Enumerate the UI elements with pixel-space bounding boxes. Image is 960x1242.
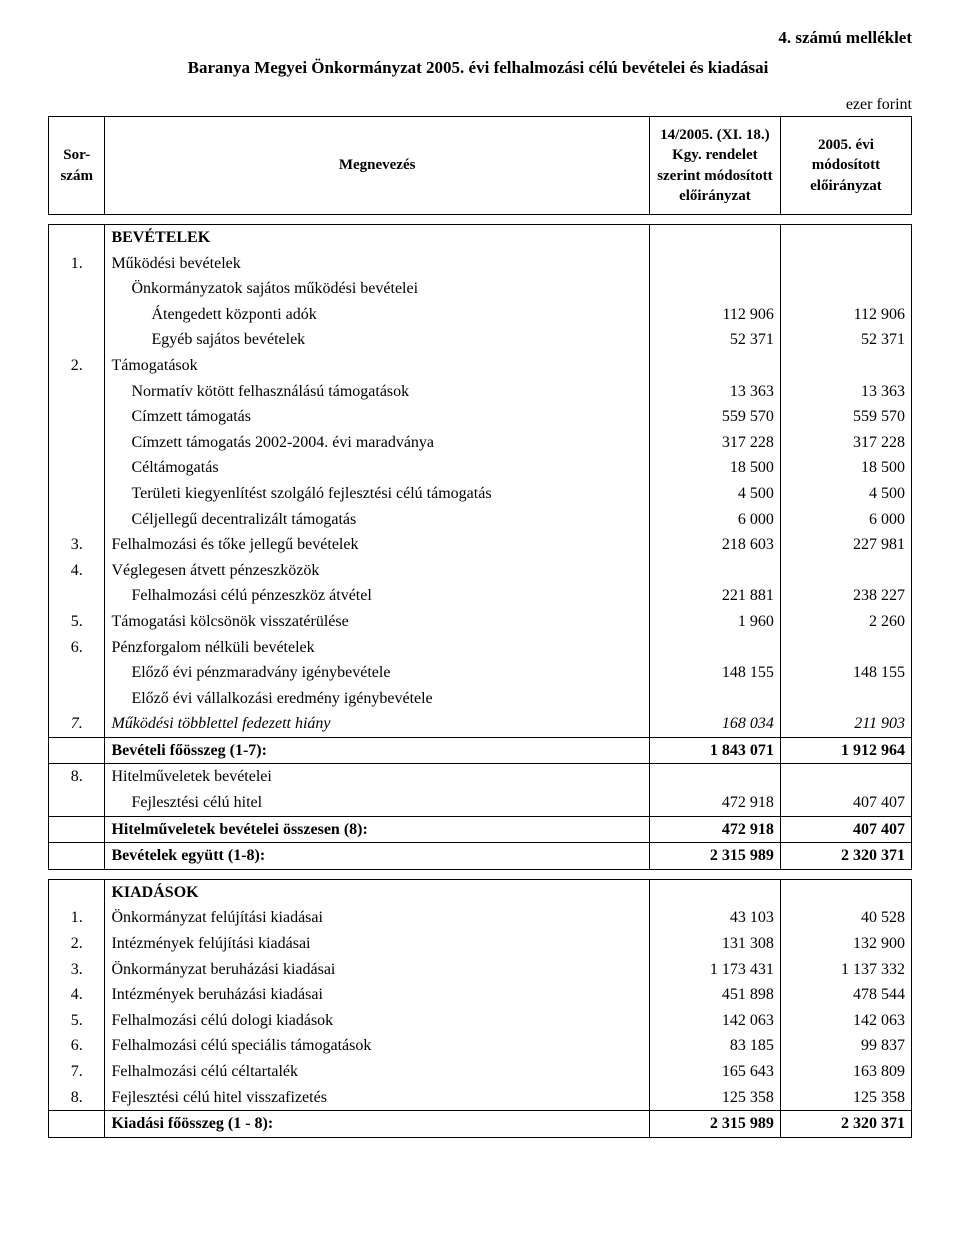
col-curr: 2005. évi módosított előirányzat [780, 117, 911, 215]
table-row: Kiadási főösszeg (1 - 8):2 315 9892 320 … [49, 1111, 912, 1138]
table-row: 8.Fejlesztési célú hitel visszafizetés12… [49, 1085, 912, 1111]
table-row: Önkormányzatok sajátos működési bevétele… [49, 276, 912, 302]
table-row: Címzett támogatás 2002-2004. évi maradvá… [49, 430, 912, 456]
section-header: KIADÁSOK [49, 879, 912, 905]
table-row: 5.Felhalmozási célú dologi kiadások142 0… [49, 1008, 912, 1034]
table-row: 3.Önkormányzat beruházási kiadásai1 173 … [49, 957, 912, 983]
table-row: 7.Felhalmozási célú céltartalék165 64316… [49, 1059, 912, 1085]
table-row: Címzett támogatás559 570559 570 [49, 404, 912, 430]
table-row: 3.Felhalmozási és tőke jellegű bevételek… [49, 532, 912, 558]
table-row: 1.Önkormányzat felújítási kiadásai43 103… [49, 905, 912, 931]
section-header: BEVÉTELEK [49, 225, 912, 251]
col-sorszam: Sor- szám [49, 117, 105, 215]
table-row: 5.Támogatási kölcsönök visszatérülése1 9… [49, 609, 912, 635]
table-row: Fejlesztési célú hitel472 918407 407 [49, 790, 912, 816]
table-row: 1.Működési bevételek [49, 251, 912, 277]
page: 4. számú melléklet Baranya Megyei Önkorm… [0, 0, 960, 1178]
table-row: Egyéb sajátos bevételek52 37152 371 [49, 327, 912, 353]
table-row: 7.Működési többlettel fedezett hiány168 … [49, 711, 912, 737]
table-row: Átengedett központi adók112 906112 906 [49, 302, 912, 328]
table-row: Hitelműveletek bevételei összesen (8):47… [49, 816, 912, 843]
table-row: Előző évi pénzmaradvány igénybevétele148… [49, 660, 912, 686]
table-row: Normatív kötött felhasználású támogatáso… [49, 379, 912, 405]
table-row: 4.Véglegesen átvett pénzeszközök [49, 558, 912, 584]
table-row: Céltámogatás18 50018 500 [49, 455, 912, 481]
table-row: 2.Intézmények felújítási kiadásai131 308… [49, 931, 912, 957]
page-title: Baranya Megyei Önkormányzat 2005. évi fe… [128, 58, 828, 78]
attachment-label: 4. számú melléklet [48, 28, 912, 48]
col-prev: 14/2005. (XI. 18.) Kgy. rendelet szerint… [649, 117, 780, 215]
table-row: Bevételi főösszeg (1-7):1 843 0711 912 9… [49, 737, 912, 764]
table-row: 6.Pénzforgalom nélküli bevételek [49, 635, 912, 661]
table-row: Területi kiegyenlítést szolgáló fejleszt… [49, 481, 912, 507]
table-row: Előző évi vállalkozási eredmény igénybev… [49, 686, 912, 712]
table-row: 8.Hitelműveletek bevételei [49, 764, 912, 790]
table-row: Céljellegű decentralizált támogatás6 000… [49, 507, 912, 533]
table-row: Bevételek együtt (1-8):2 315 9892 320 37… [49, 843, 912, 870]
table-row: 4.Intézmények beruházási kiadásai451 898… [49, 982, 912, 1008]
unit-label: ezer forint [48, 96, 912, 114]
table-row: Felhalmozási célú pénzeszköz átvétel221 … [49, 583, 912, 609]
table-row: 2.Támogatások [49, 353, 912, 379]
col-megnevezes: Megnevezés [105, 117, 649, 215]
table-header: Sor- számMegnevezés14/2005. (XI. 18.) Kg… [49, 117, 912, 215]
budget-table: Sor- számMegnevezés14/2005. (XI. 18.) Kg… [48, 116, 912, 1138]
table-row: 6.Felhalmozási célú speciális támogatáso… [49, 1033, 912, 1059]
